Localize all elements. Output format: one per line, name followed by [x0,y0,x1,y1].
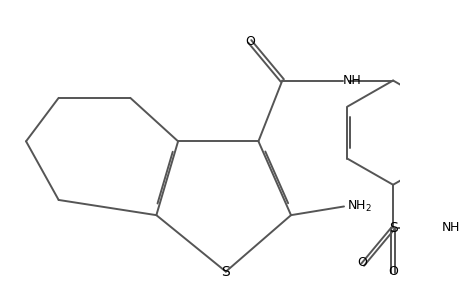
Text: O: O [387,265,397,278]
Text: S: S [221,265,230,279]
Text: NH$_2$: NH$_2$ [347,199,372,214]
Text: O: O [244,35,254,48]
Text: O: O [357,256,367,269]
Text: NH: NH [342,74,361,87]
Text: S: S [388,221,397,235]
Text: NH$_2$: NH$_2$ [440,220,459,236]
